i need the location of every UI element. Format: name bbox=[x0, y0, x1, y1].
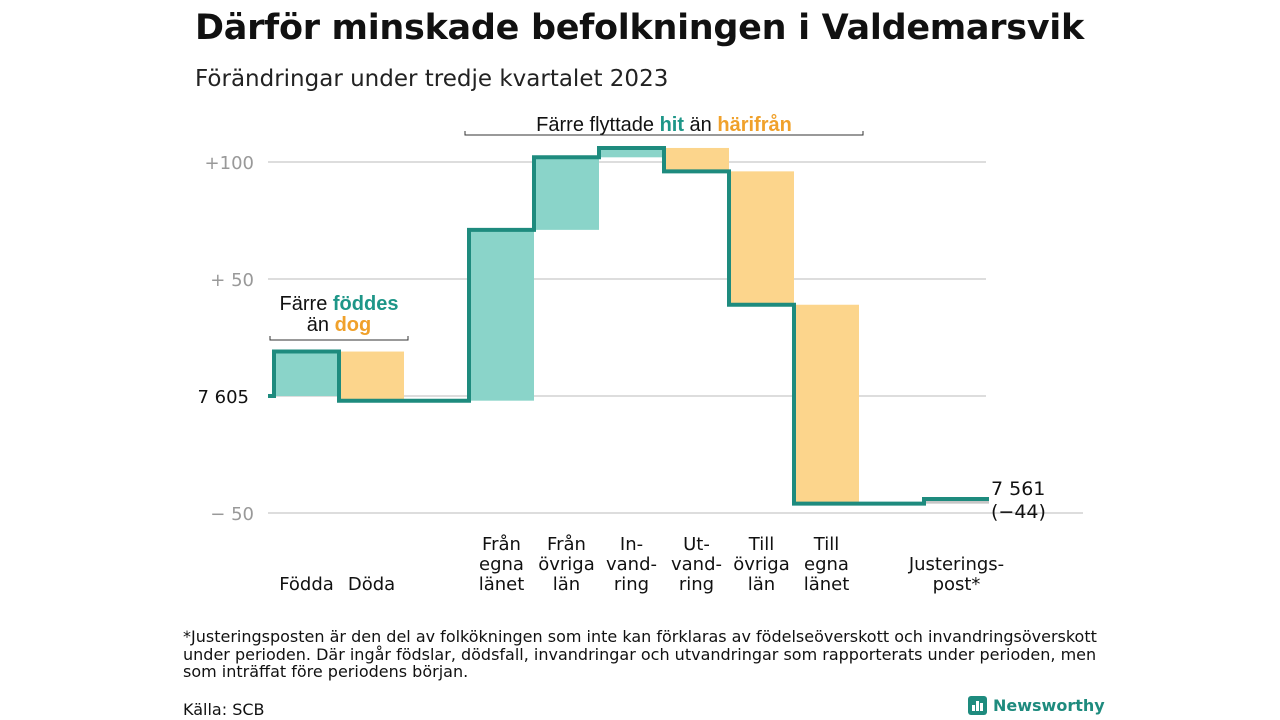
end-value-label: 7 561 bbox=[991, 478, 1045, 500]
bar-4 bbox=[599, 147, 664, 158]
bar-3 bbox=[534, 157, 599, 230]
category-label: länet bbox=[804, 574, 850, 595]
y-tick-label: − 50 bbox=[210, 504, 254, 525]
chart-subtitle: Förändringar under tredje kvartalet 2023 bbox=[195, 66, 669, 92]
source-note: Källa: SCB bbox=[183, 700, 265, 719]
brand-name: Newsworthy bbox=[993, 696, 1105, 715]
cumulative-line bbox=[268, 146, 989, 506]
deaths-annotation-highlight: dog bbox=[335, 314, 372, 336]
end-change-label: (−44) bbox=[991, 501, 1046, 523]
category-label: vand- bbox=[671, 554, 722, 575]
category-label: Från bbox=[547, 534, 586, 555]
start-value-label: 7 605 bbox=[197, 387, 249, 408]
y-tick-label: + 50 bbox=[210, 270, 254, 291]
category-label: post* bbox=[933, 574, 981, 595]
bar-5 bbox=[664, 147, 729, 172]
category-label: ring bbox=[614, 574, 649, 595]
category-label: egna bbox=[479, 554, 524, 575]
births-annotation-line2: än dog bbox=[307, 314, 371, 336]
migration-annotation-in: hit bbox=[660, 114, 685, 136]
category-label: Ut- bbox=[683, 534, 710, 555]
category-label: vand- bbox=[606, 554, 657, 575]
bar-6 bbox=[729, 171, 794, 305]
bar-7 bbox=[794, 304, 859, 504]
bar-0 bbox=[274, 351, 339, 396]
migration-bracket bbox=[464, 131, 864, 136]
category-label: Till bbox=[813, 534, 839, 555]
category-label: Födda bbox=[279, 574, 334, 595]
footnote: *Justeringsposten är den del av folkökni… bbox=[183, 627, 1097, 681]
births-annotation-than: än bbox=[307, 314, 335, 336]
category-label: län bbox=[748, 574, 775, 595]
category-label: Från bbox=[482, 534, 521, 555]
category-label: Justerings- bbox=[908, 554, 1004, 575]
category-label: Döda bbox=[348, 574, 395, 595]
bar-2 bbox=[469, 229, 534, 401]
births-bracket bbox=[269, 336, 409, 341]
category-label: In- bbox=[620, 534, 643, 555]
category-label: övriga bbox=[733, 554, 790, 575]
category-label: länet bbox=[479, 574, 525, 595]
migration-annotation: Färre flyttade hit än härifrån bbox=[536, 113, 792, 136]
births-annotation-line1: Färre föddes bbox=[280, 293, 399, 315]
category-label: län bbox=[553, 574, 580, 595]
category-label: ring bbox=[679, 574, 714, 595]
births-annotation-prefix: Färre bbox=[280, 293, 333, 315]
newsworthy-icon bbox=[968, 696, 987, 715]
bar-1 bbox=[339, 351, 404, 401]
births-annotation-highlight: föddes bbox=[333, 293, 399, 315]
category-label: Till bbox=[748, 534, 774, 555]
migration-annotation-than: än bbox=[684, 114, 717, 136]
category-label: egna bbox=[804, 554, 849, 575]
category-label: övriga bbox=[538, 554, 595, 575]
y-tick-label: +100 bbox=[205, 153, 254, 174]
migration-annotation-prefix: Färre flyttade bbox=[536, 114, 659, 136]
chart-title: Därför minskade befolkningen i Valdemars… bbox=[195, 8, 1084, 48]
migration-annotation-out: härifrån bbox=[717, 113, 791, 136]
bar-8 bbox=[924, 498, 989, 504]
brand-logo: Newsworthy bbox=[968, 696, 1105, 715]
